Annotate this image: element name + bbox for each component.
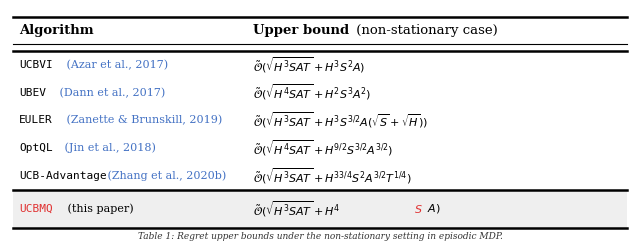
Text: $\tilde{\mathcal{O}}(\sqrt{H^3SAT} + H^4$: $\tilde{\mathcal{O}}(\sqrt{H^3SAT} + H^4… [253,199,340,219]
Text: (non-stationary case): (non-stationary case) [352,24,498,37]
Text: UCBMQ: UCBMQ [19,204,53,214]
Text: $\tilde{\mathcal{O}}(\sqrt{H^4SAT} + H^{9/2}S^{3/2}A^{3/2})$: $\tilde{\mathcal{O}}(\sqrt{H^4SAT} + H^{… [253,138,393,158]
Text: (Azar et al., 2017): (Azar et al., 2017) [63,60,168,70]
Text: (Dann et al., 2017): (Dann et al., 2017) [56,87,166,98]
Text: $\tilde{\mathcal{O}}(\sqrt{H^4SAT} + H^2S^3A^2)$: $\tilde{\mathcal{O}}(\sqrt{H^4SAT} + H^2… [253,83,371,102]
Text: Table 1: Regret upper bounds under the non-stationary setting in episodic MDP.: Table 1: Regret upper bounds under the n… [138,232,502,241]
Text: $\tilde{\mathcal{O}}(\sqrt{H^3SAT} + H^3S^{3/2}A(\sqrt{S} + \sqrt{H}))$: $\tilde{\mathcal{O}}(\sqrt{H^3SAT} + H^3… [253,111,428,130]
Text: UBEV: UBEV [19,87,46,98]
Text: Upper bound: Upper bound [253,24,349,37]
Text: $\tilde{\mathcal{O}}(\sqrt{H^3SAT} + H^3S^2A)$: $\tilde{\mathcal{O}}(\sqrt{H^3SAT} + H^3… [253,55,365,75]
Text: $\tilde{\mathcal{O}}(\sqrt{H^3SAT} + H^{33/4}S^2A^{3/2}T^{1/4})$: $\tilde{\mathcal{O}}(\sqrt{H^3SAT} + H^{… [253,166,412,185]
Text: (Jin et al., 2018): (Jin et al., 2018) [61,143,156,153]
Text: UCBVI: UCBVI [19,60,53,70]
Bar [13,190,627,228]
Text: $S$: $S$ [414,203,423,215]
Text: $A)$: $A)$ [427,202,440,216]
Text: (Zanette & Brunskill, 2019): (Zanette & Brunskill, 2019) [63,115,222,125]
Text: (this paper): (this paper) [64,204,134,214]
Text: Algorithm: Algorithm [19,24,94,37]
Text: EULER: EULER [19,115,53,125]
Text: (Zhang et al., 2020b): (Zhang et al., 2020b) [104,170,227,181]
Text: UCB-Advantage: UCB-Advantage [19,171,107,181]
Text: OptQL: OptQL [19,143,53,153]
